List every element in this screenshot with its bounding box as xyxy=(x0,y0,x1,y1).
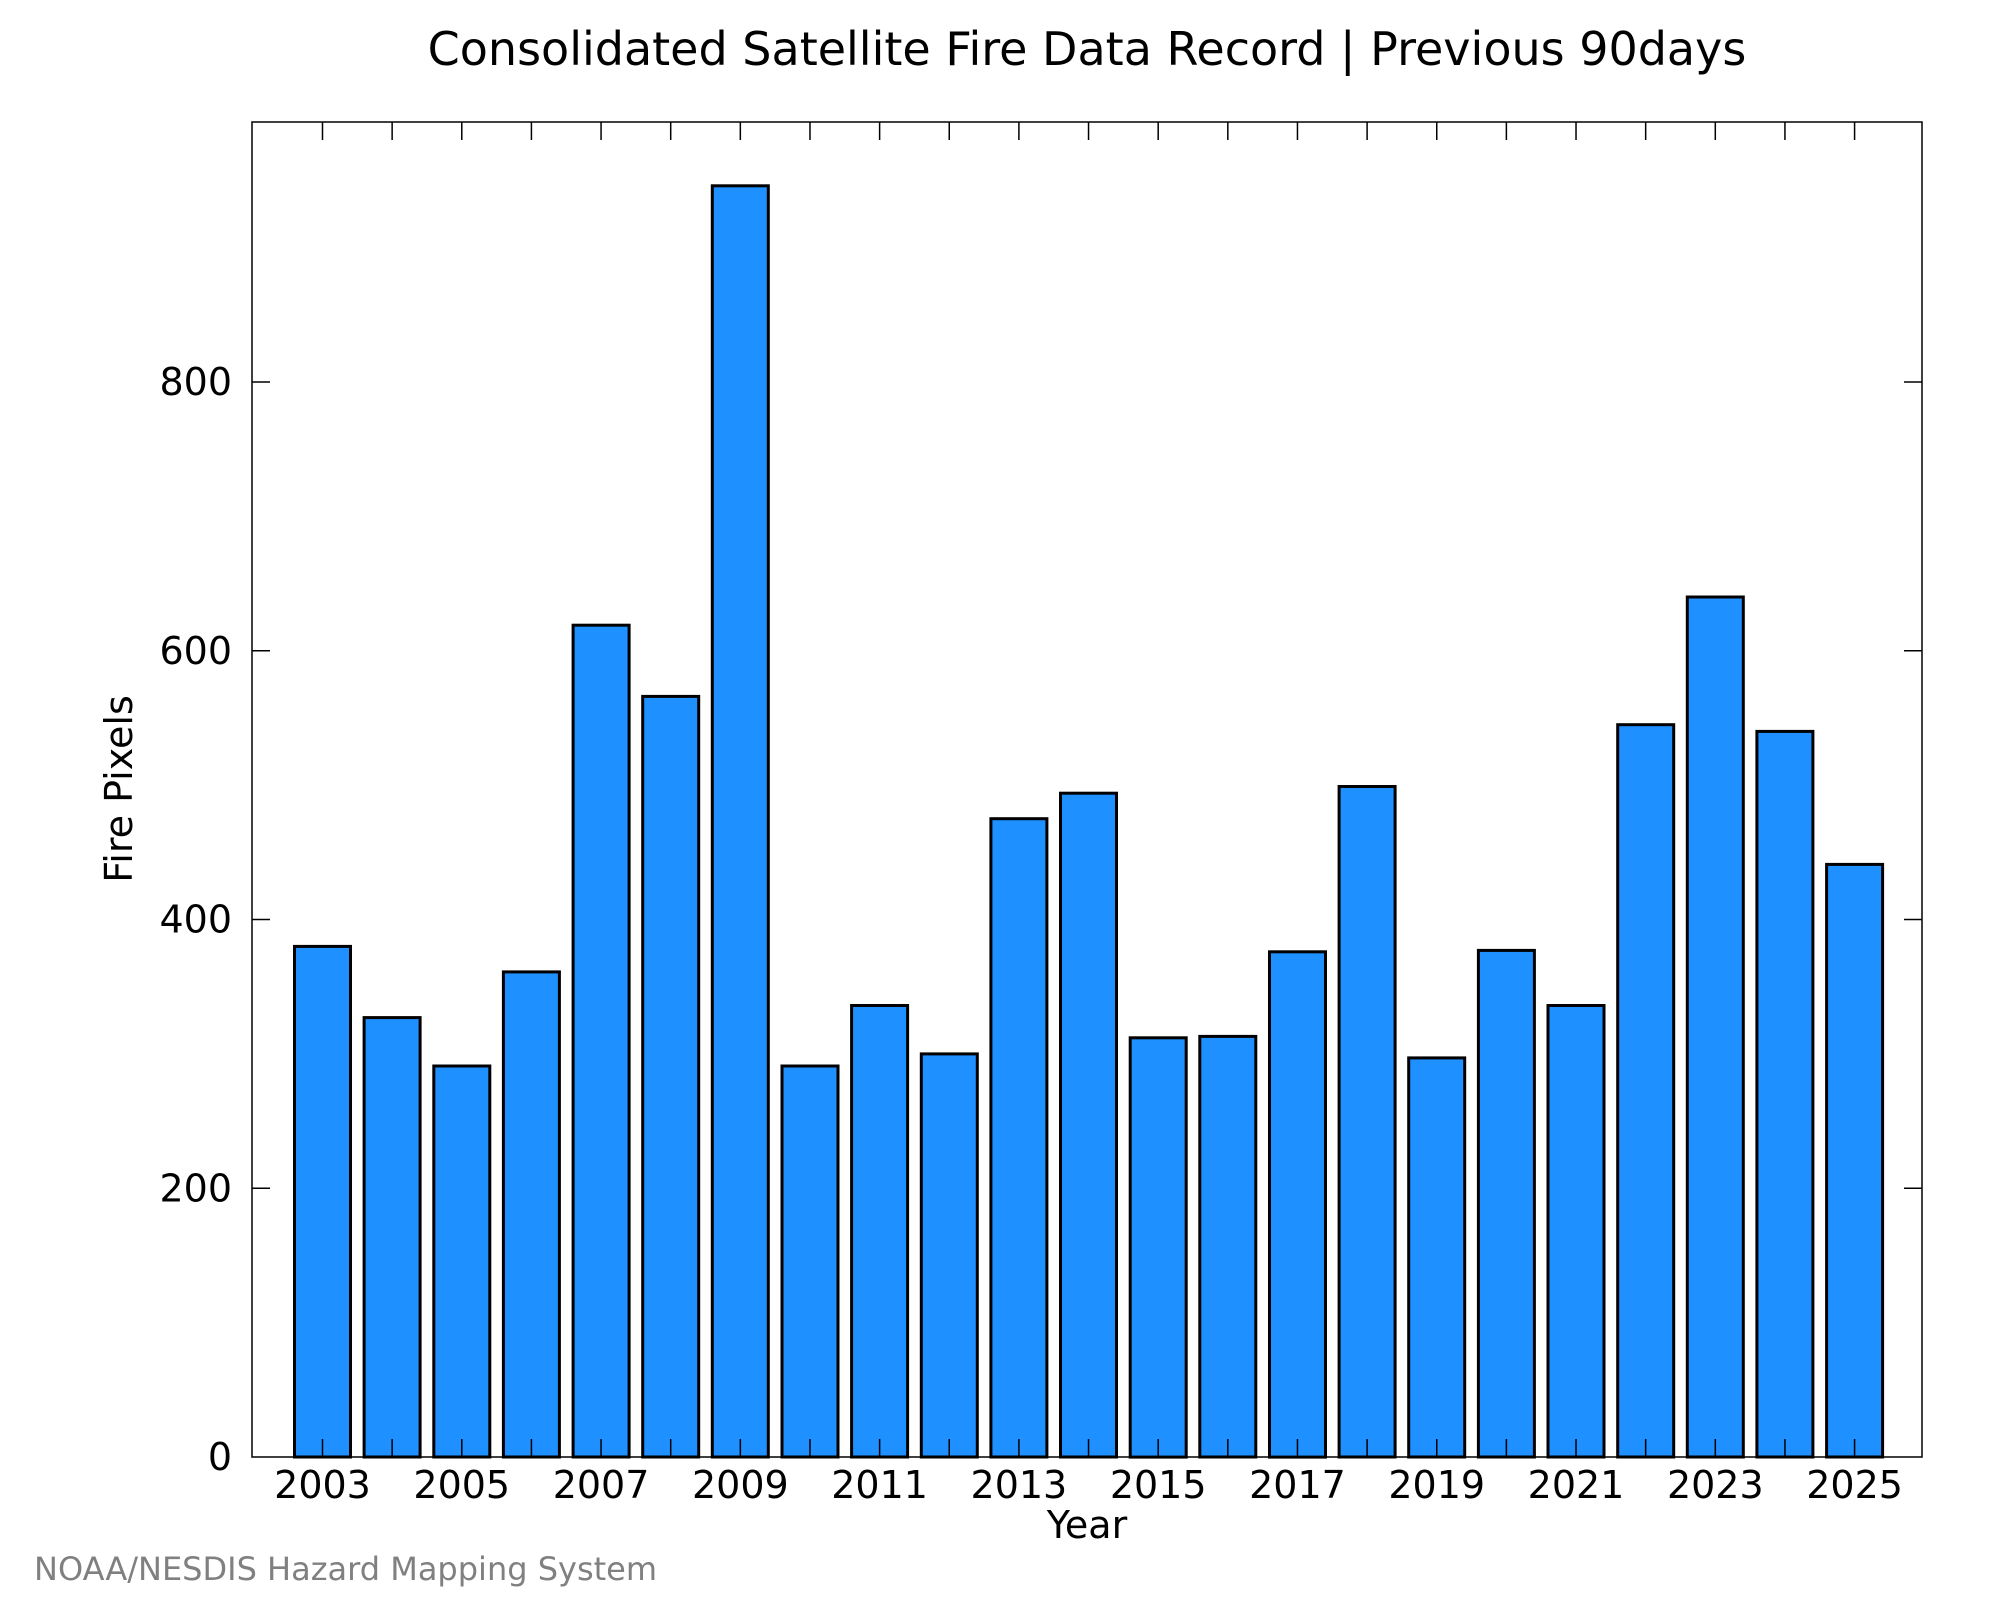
bar-2017 xyxy=(1268,950,1327,1459)
x-tick-label: 2005 xyxy=(413,1463,510,1507)
x-tick-label: 2007 xyxy=(553,1463,650,1507)
bar-series xyxy=(293,184,1885,1459)
bar-2025 xyxy=(1825,862,1885,1459)
y-tick-label: 0 xyxy=(208,1435,232,1479)
x-tick-label: 2013 xyxy=(971,1463,1068,1507)
bar-2016 xyxy=(1198,1034,1258,1459)
x-tick-label: 2025 xyxy=(1806,1463,1903,1507)
y-tick-label: 400 xyxy=(159,898,232,942)
x-axis-label: Year xyxy=(1046,1503,1128,1547)
x-tick-label: 2019 xyxy=(1388,1463,1485,1507)
bar-2003 xyxy=(293,944,352,1459)
bar-2012 xyxy=(919,1052,979,1459)
y-axis-label: Fire Pixels xyxy=(97,695,141,883)
x-axis: 2003 2005 2007 2009 2011 2013 2015 2017 2019 2021… xyxy=(274,122,1903,1507)
credit-text: NOAA/NESDIS Hazard Mapping System xyxy=(34,1550,657,1588)
bar-2009 xyxy=(710,184,770,1459)
bar-2013 xyxy=(989,817,1049,1459)
x-tick-label: 2011 xyxy=(831,1463,928,1507)
y-tick-label: 600 xyxy=(159,629,232,673)
x-tick-label: 2021 xyxy=(1528,1463,1625,1507)
bar-2006 xyxy=(501,970,561,1459)
x-tick-label: 2003 xyxy=(274,1463,371,1507)
bar-2010 xyxy=(780,1064,840,1459)
bar-2020 xyxy=(1476,948,1536,1459)
bar-2004 xyxy=(362,1016,422,1459)
bar-2008 xyxy=(641,694,701,1459)
x-tick-label: 2017 xyxy=(1249,1463,1346,1507)
bar-2019 xyxy=(1407,1056,1467,1459)
bar-2023 xyxy=(1685,595,1745,1459)
bar-2024 xyxy=(1755,729,1815,1459)
bar-2005 xyxy=(432,1064,492,1459)
bar-2015 xyxy=(1128,1036,1188,1459)
x-tick-label: 2009 xyxy=(692,1463,789,1507)
bar-2007 xyxy=(571,623,631,1459)
plot-frame xyxy=(251,121,1923,1458)
bar-2021 xyxy=(1546,1004,1606,1459)
chart-title: Consolidated Satellite Fire Data Record … xyxy=(428,22,1747,77)
y-axis: 0 200 400 600 800 xyxy=(159,360,1922,1479)
y-tick-label: 800 xyxy=(159,360,232,404)
bar-2011 xyxy=(850,1004,910,1459)
bar-2022 xyxy=(1616,723,1676,1459)
bar-2018 xyxy=(1337,785,1397,1459)
x-tick-label: 2015 xyxy=(1110,1463,1207,1507)
y-tick-label: 200 xyxy=(159,1166,232,1210)
x-tick-label: 2023 xyxy=(1667,1463,1764,1507)
bar-2014 xyxy=(1059,791,1118,1459)
